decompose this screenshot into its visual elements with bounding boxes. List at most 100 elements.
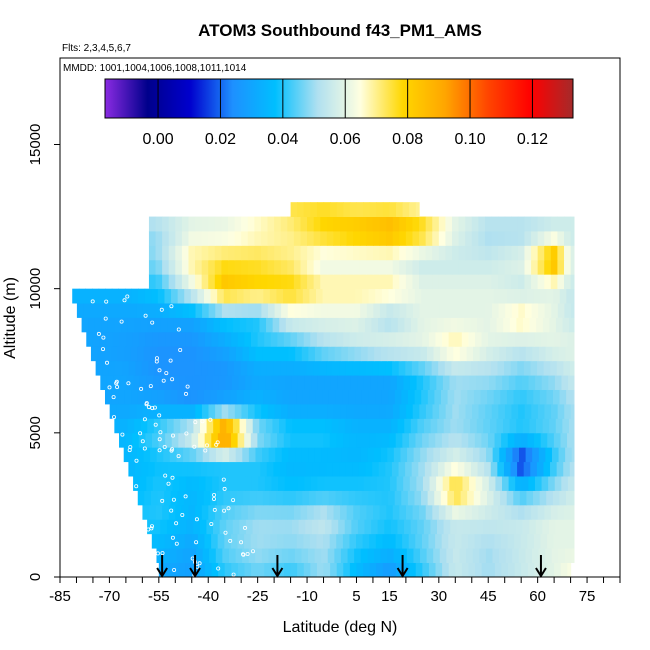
heatmap-cell — [133, 375, 141, 390]
heatmap-cell — [369, 533, 377, 549]
observation-marker — [242, 525, 247, 530]
heatmap-cell — [242, 548, 250, 563]
heatmap-cell — [149, 504, 157, 520]
heatmap-cell — [451, 461, 459, 477]
heatmap-cell — [477, 360, 485, 376]
heatmap-cell — [181, 231, 190, 246]
heatmap-cell — [350, 375, 358, 390]
heatmap-cell — [376, 202, 384, 217]
heatmap-cell — [445, 231, 453, 246]
heatmap-cell — [148, 461, 156, 477]
heatmap-cell — [565, 447, 573, 463]
heatmap-cell — [441, 432, 450, 448]
heatmap-cell — [185, 375, 194, 390]
observation-marker — [170, 535, 175, 540]
heatmap-cell — [569, 461, 575, 477]
heatmap-cell — [364, 317, 373, 333]
heatmap-cell — [465, 259, 473, 275]
observation-marker — [115, 384, 120, 389]
heatmap-cell — [381, 389, 389, 405]
heatmap-cell — [465, 303, 473, 318]
heatmap-cell — [450, 317, 458, 333]
heatmap-cell — [369, 202, 377, 217]
observation-marker — [174, 541, 179, 546]
heatmap-cell — [148, 259, 157, 275]
heatmap-cell — [150, 346, 158, 362]
heatmap-cell — [333, 404, 341, 419]
heatmap-cell — [393, 548, 401, 563]
observation-marker — [90, 299, 95, 304]
heatmap-cell — [199, 519, 208, 535]
heatmap-cell — [141, 360, 149, 376]
observation-marker — [241, 552, 246, 557]
heatmap-cell — [490, 317, 498, 333]
heatmap-cell — [173, 317, 182, 333]
heatmap-cell — [512, 548, 520, 563]
heatmap-cell — [260, 461, 268, 477]
heatmap-cell — [445, 259, 453, 275]
heatmap-cell — [478, 404, 486, 419]
heatmap-cell — [372, 259, 381, 275]
heatmap-cell — [383, 476, 391, 491]
flight-arrow — [189, 555, 201, 578]
heatmap-cell — [452, 259, 460, 275]
heatmap-cell — [519, 490, 528, 506]
heatmap-cell — [254, 404, 262, 419]
observation-marker — [153, 422, 158, 427]
heatmap-cell — [190, 389, 198, 405]
heatmap-cell — [455, 476, 464, 491]
heatmap-cell — [233, 360, 242, 376]
heatmap-cell — [228, 245, 236, 261]
heatmap-cell — [433, 447, 441, 463]
heatmap-cell — [525, 346, 533, 362]
observation-marker — [178, 347, 183, 352]
heatmap-cell — [354, 548, 362, 563]
heatmap-cell — [222, 346, 230, 362]
heatmap-cell — [469, 375, 477, 390]
observation-markers — [90, 294, 255, 578]
heatmap-cell — [460, 389, 468, 405]
heatmap-cell — [476, 317, 485, 333]
heatmap-cell — [298, 519, 306, 535]
heatmap-cell — [429, 375, 437, 390]
observation-marker — [211, 496, 216, 501]
heatmap-cell — [176, 548, 184, 563]
heatmap-cell — [90, 303, 98, 318]
heatmap-cell — [164, 533, 173, 549]
heatmap-cell — [539, 389, 547, 405]
heatmap-cell — [262, 346, 270, 362]
observation-marker — [169, 304, 174, 309]
heatmap-cell — [380, 346, 389, 362]
heatmap-cell — [551, 404, 559, 419]
heatmap-cell — [194, 461, 202, 477]
heatmap-cell — [329, 288, 337, 304]
heatmap-cell — [86, 331, 94, 347]
heatmap-cell — [351, 317, 359, 333]
heatmap-cell — [548, 476, 556, 491]
heatmap-cell — [432, 404, 440, 419]
heatmap-cell — [153, 375, 161, 390]
observation-marker — [101, 335, 106, 340]
heatmap-cell — [507, 533, 515, 549]
heatmap-cell — [478, 259, 486, 275]
heatmap-cell — [155, 303, 164, 318]
heatmap-cell — [531, 404, 539, 419]
heatmap-cell — [496, 519, 504, 535]
heatmap-cell — [542, 418, 550, 434]
heatmap-cell — [564, 231, 572, 246]
heatmap-cell — [343, 331, 351, 347]
heatmap-cell — [262, 447, 270, 463]
heatmap-cell — [400, 346, 408, 362]
heatmap-cell — [537, 231, 545, 246]
heatmap-cell — [458, 404, 467, 419]
heatmap-cell — [189, 447, 197, 463]
heatmap-cell — [340, 504, 348, 520]
heatmap-cell — [242, 346, 250, 362]
heatmap-cell — [311, 375, 319, 390]
heatmap-cell — [532, 346, 540, 362]
heatmap-cell — [565, 346, 573, 362]
heatmap-cell — [520, 389, 528, 405]
heatmap-cell — [231, 562, 239, 578]
heatmap-cell — [275, 346, 283, 362]
heatmap-cell — [392, 231, 400, 246]
